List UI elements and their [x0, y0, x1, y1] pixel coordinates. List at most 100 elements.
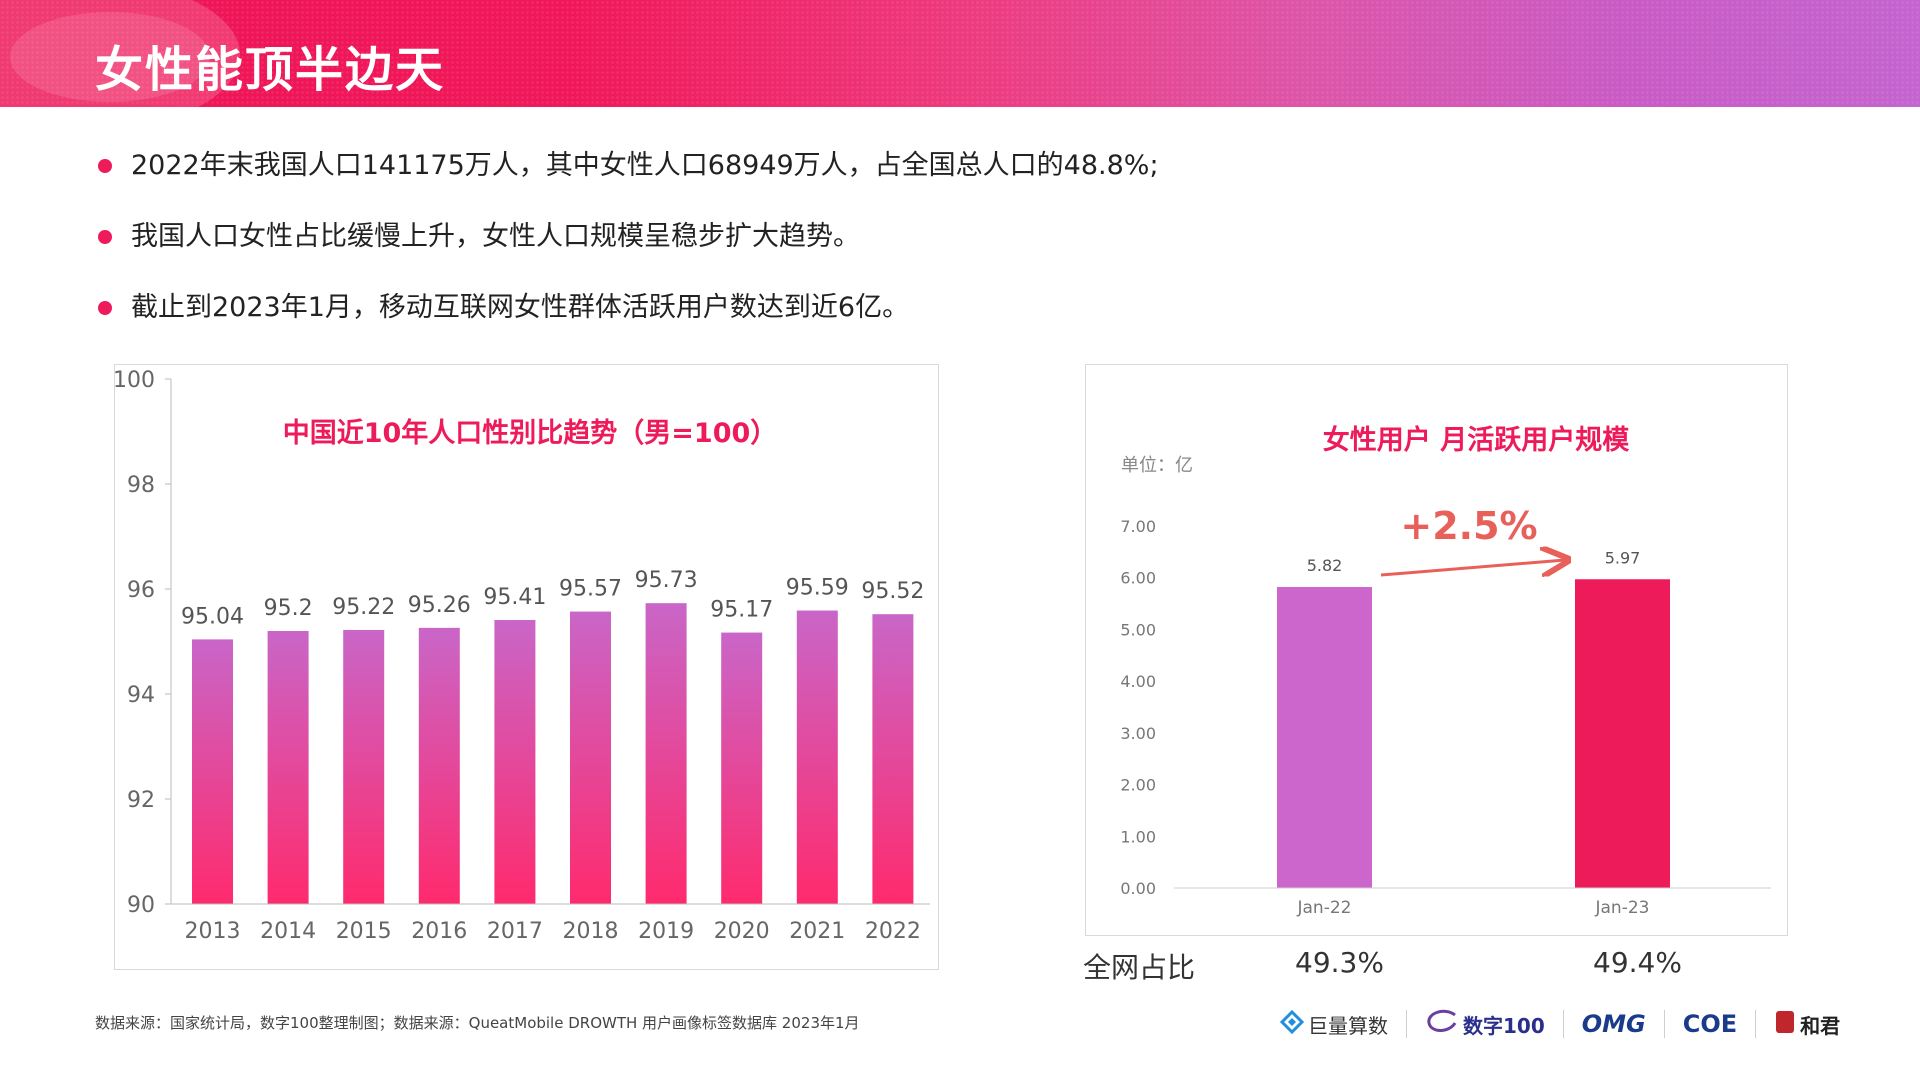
logo-omg: OMG [1582, 1006, 1646, 1042]
mau-chart-panel: 女性用户 月活跃用户规模 单位：亿 0.00 1.00 2.00 3.00 4.00 5.… [1085, 364, 1788, 936]
logo-text: OMG [1581, 1010, 1646, 1038]
bar-2019 [645, 603, 687, 904]
x-tick-label: 2017 [487, 919, 543, 944]
data-labels: 5.82 5.97 [1307, 548, 1641, 575]
diamond-logo-icon [1279, 1009, 1305, 1039]
data-label: 95.04 [181, 604, 244, 629]
bullet-item: 2022年末我国人口141175万人，其中女性人口68949万人，占全国总人口的… [98, 146, 1159, 217]
sex-ratio-chart: 中国近10年人口性别比趋势（男=100） 90 92 94 96 98 100 95.04… [113, 368, 930, 944]
x-tick-label: Jan-22 [1297, 898, 1352, 918]
bar-2014 [267, 631, 309, 904]
x-tick-label: 2021 [789, 919, 845, 944]
data-label: 95.2 [264, 596, 313, 621]
logo-text: 数字100 [1463, 1013, 1545, 1038]
bullet-list: 2022年末我国人口141175万人，其中女性人口68949万人，占全国总人口的… [98, 146, 1159, 359]
partner-logos: 巨量算数 数字100 OMG COE 和君 [1279, 1006, 1840, 1042]
y-axis: 0.00 1.00 2.00 3.00 4.00 5.00 6.00 7.00 [1120, 517, 1156, 898]
x-tick-label: 2022 [865, 919, 921, 944]
x-axis: 2013 2014 2015 2016 2017 2018 2019 2020 2021 2022 [171, 903, 930, 944]
swirl-logo-icon [1425, 1009, 1459, 1040]
logo-text: 和君 [1800, 1013, 1841, 1038]
data-label: 95.22 [332, 595, 395, 620]
bar-2017 [494, 619, 536, 904]
data-label: 95.59 [786, 576, 849, 601]
data-label: 95.73 [635, 568, 698, 593]
x-tick-label: 2020 [714, 919, 770, 944]
x-tick-label: Jan-23 [1595, 898, 1650, 918]
bullet-dot-icon [98, 301, 112, 315]
bar-Jan-23 [1575, 579, 1670, 888]
chart-title: 女性用户 月活跃用户规模 [1323, 424, 1629, 456]
bar-2016 [418, 627, 460, 904]
bullet-dot-icon [98, 159, 112, 173]
share-value: 49.4% [1593, 946, 1682, 979]
data-label: 95.26 [408, 593, 471, 618]
y-tick-label: 90 [127, 893, 155, 918]
growth-annotation: +2.5% [1400, 504, 1537, 548]
bar-2015 [343, 629, 385, 904]
y-tick-label: 1.00 [1120, 827, 1156, 846]
y-tick-label: 98 [127, 473, 155, 498]
unit-label: 单位：亿 [1121, 455, 1193, 476]
banner-decoration [10, 12, 210, 102]
sex-ratio-chart-panel: 中国近10年人口性别比趋势（男=100） 90 92 94 96 98 100 95.04… [113, 364, 939, 970]
data-label: 95.17 [710, 598, 773, 623]
logo-coe: COE [1683, 1006, 1737, 1042]
chart-title: 中国近10年人口性别比趋势（男=100） [283, 417, 778, 449]
y-tick-label: 100 [115, 368, 155, 393]
growth-arrow [1380, 560, 1565, 575]
data-label: 95.52 [861, 579, 924, 604]
banner-decoration [0, 0, 240, 107]
bar-2013 [192, 639, 233, 904]
y-tick-label: 0.00 [1120, 879, 1156, 898]
logo-shuzi100: 数字100 [1425, 1006, 1545, 1042]
x-axis: Jan-22 Jan-23 [1174, 887, 1771, 918]
x-tick-label: 2014 [260, 919, 316, 944]
share-value: 49.3% [1295, 946, 1384, 979]
divider [1562, 1010, 1564, 1038]
logo-text: COE [1682, 1010, 1738, 1038]
data-labels: 95.04 95.2 95.22 95.26 95.41 95.57 95.73 95.17 9… [181, 568, 924, 629]
x-tick-label: 2018 [563, 919, 619, 944]
bullet-text: 2022年末我国人口141175万人，其中女性人口68949万人，占全国总人口的… [131, 150, 1159, 181]
bullet-text: 我国人口女性占比缓慢上升，女性人口规模呈稳步扩大趋势。 [131, 221, 860, 252]
bar-2021 [796, 610, 838, 904]
seal-logo-icon [1774, 1009, 1796, 1040]
x-tick-label: 2019 [638, 919, 694, 944]
bar-2018 [570, 611, 611, 904]
divider [1406, 1010, 1407, 1038]
share-label: 全网占比 [1083, 951, 1196, 984]
y-tick-label: 96 [127, 578, 155, 603]
y-axis: 90 92 94 96 98 100 [113, 368, 172, 918]
banner-texture [0, 0, 1920, 107]
y-tick-label: 92 [127, 788, 155, 813]
y-tick-label: 4.00 [1120, 672, 1156, 691]
x-tick-label: 2016 [411, 919, 467, 944]
source-note: 数据来源：国家统计局，数字100整理制图；数据来源：QueatMobile DR… [95, 1014, 860, 1032]
x-tick-label: 2013 [185, 919, 241, 944]
y-tick-label: 3.00 [1120, 724, 1156, 743]
y-tick-label: 2.00 [1120, 776, 1156, 795]
bullet-text: 截止到2023年1月，移动互联网女性群体活跃用户数达到近6亿。 [131, 292, 910, 323]
bar-2022 [872, 614, 914, 904]
header-banner: 女性能顶半边天 [0, 0, 1920, 107]
data-label: 95.41 [483, 585, 546, 610]
data-label: 95.57 [559, 577, 622, 602]
y-tick-label: 5.00 [1120, 620, 1156, 639]
logo-text: 巨量算数 [1308, 1013, 1388, 1038]
bar-Jan-22 [1277, 587, 1372, 888]
bullet-item: 截止到2023年1月，移动互联网女性群体活跃用户数达到近6亿。 [98, 288, 1159, 359]
y-tick-label: 6.00 [1120, 569, 1156, 588]
logo-juliang: 巨量算数 [1279, 1006, 1388, 1042]
bullet-item: 我国人口女性占比缓慢上升，女性人口规模呈稳步扩大趋势。 [98, 217, 1159, 288]
data-label: 5.97 [1605, 548, 1641, 567]
x-tick-label: 2015 [336, 919, 392, 944]
bar-2020 [721, 632, 763, 904]
mau-chart: 女性用户 月活跃用户规模 单位：亿 0.00 1.00 2.00 3.00 4.00 5.… [1120, 424, 1771, 918]
data-label: 5.82 [1307, 556, 1343, 575]
y-tick-label: 94 [127, 683, 155, 708]
divider [1663, 1010, 1665, 1038]
logo-hejun: 和君 [1774, 1006, 1840, 1042]
divider [1755, 1010, 1757, 1038]
bar-series [1277, 579, 1670, 888]
